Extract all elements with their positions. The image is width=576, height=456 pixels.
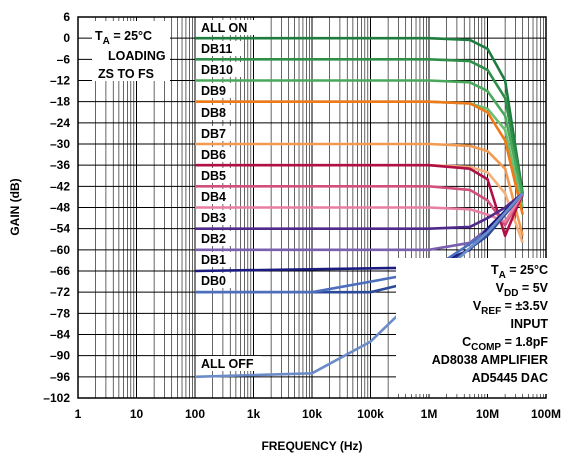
y-tick-label: –84 — [50, 328, 70, 342]
y-tick-label: –90 — [50, 349, 70, 363]
annotation-br-vdd-sub: DD — [504, 288, 518, 299]
label-db11: DB11 — [201, 42, 232, 56]
x-tick-label: 100 — [185, 407, 205, 421]
label-db4: DB4 — [201, 190, 226, 204]
annotation-br-t-sub: A — [499, 270, 506, 281]
x-tick-label: 10 — [130, 407, 144, 421]
label-db7: DB7 — [201, 127, 226, 141]
y-tick-label: –6 — [57, 52, 71, 66]
annotation-br-ccomp-sub: COMP — [471, 342, 501, 353]
annotation-br-vref-sub: REF — [481, 306, 501, 317]
y-tick-label: –78 — [50, 306, 70, 320]
annotation-br-ccomp-main: C — [462, 335, 471, 349]
annotation-tl-t-sub: A — [103, 36, 110, 47]
y-tick-label: –30 — [50, 137, 70, 151]
label-db2: DB2 — [201, 232, 226, 246]
y-tick-label: 6 — [63, 10, 70, 24]
y-tick-label: –24 — [50, 116, 70, 130]
annotation-br-vref-rest: = ±3.5V — [501, 299, 548, 313]
x-tick-label: 100k — [357, 407, 384, 421]
y-tick-label: 0 — [63, 31, 70, 45]
annotation-br-ccomp-rest: = 1.8pF — [501, 335, 548, 349]
x-tick-label: 1 — [75, 407, 82, 421]
x-tick-label: 1M — [421, 407, 438, 421]
x-tick-label: 1k — [247, 407, 261, 421]
y-axis-title: GAIN (dB) — [8, 178, 22, 235]
y-tick-label: –66 — [50, 264, 70, 278]
x-tick-label: 10k — [302, 407, 322, 421]
y-tick-label: –36 — [50, 158, 70, 172]
y-tick-label: –102 — [43, 391, 70, 405]
annotation-br-vdd-rest: = 5V — [518, 281, 548, 295]
label-db3: DB3 — [201, 211, 226, 225]
annotation-tl-loading: LOADING — [108, 49, 166, 63]
y-tick-label: –72 — [50, 285, 70, 299]
label-db6: DB6 — [201, 148, 226, 162]
annotation-top-left: TA = 25°C LOADING ZS TO FS — [92, 21, 170, 81]
annotation-br-t-rest: = 25°C — [506, 263, 548, 277]
y-tick-label: –12 — [50, 74, 70, 88]
label-db1: DB1 — [201, 253, 226, 267]
label-db9: DB9 — [201, 84, 226, 98]
label-db8: DB8 — [201, 106, 226, 120]
y-tick-label: –96 — [50, 370, 70, 384]
x-tick-label: 10M — [476, 407, 499, 421]
annotation-br-input: INPUT — [511, 317, 549, 331]
label-all-on: ALL ON — [201, 21, 247, 35]
label-all-off: ALL OFF — [201, 357, 254, 371]
x-axis-title: FREQUENCY (Hz) — [261, 439, 362, 453]
annotation-bottom-right: TA = 25°C VDD = 5V VREF = ±3.5V INPUT CC… — [396, 258, 549, 394]
y-tick-label: –48 — [50, 201, 70, 215]
x-tick-label: 100M — [531, 407, 561, 421]
label-db10: DB10 — [201, 63, 233, 77]
y-tick-label: –60 — [50, 243, 70, 257]
y-tick-label: –42 — [50, 179, 70, 193]
annotation-tl-zs-to-fs: ZS TO FS — [98, 67, 154, 81]
annotation-br-dac: AD5445 DAC — [472, 371, 548, 385]
y-tick-label: –54 — [50, 222, 70, 236]
label-db5: DB5 — [201, 169, 226, 183]
annotation-tl-t-rest: = 25°C — [110, 29, 152, 43]
label-db0: DB0 — [201, 274, 226, 288]
y-tick-label: –18 — [50, 95, 70, 109]
annotation-br-amplifier: AD8038 AMPLIFIER — [432, 353, 548, 367]
